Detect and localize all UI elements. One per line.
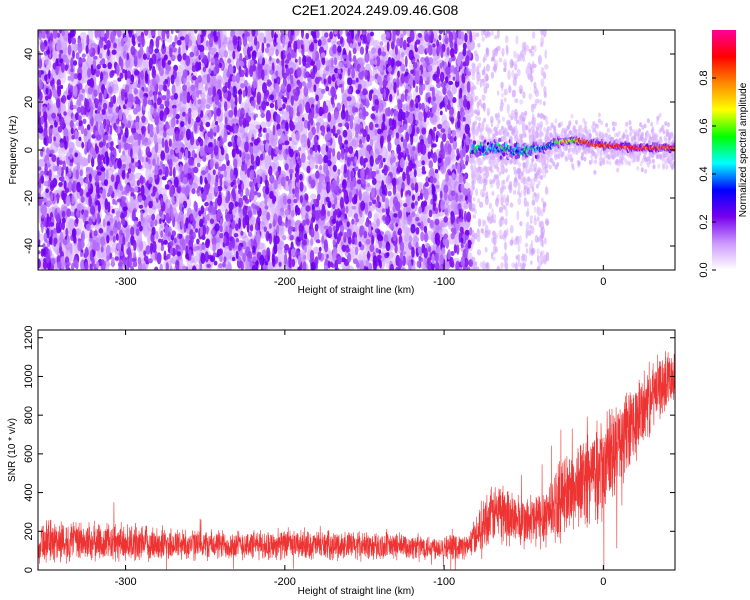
- snr-y-axis: 0 200 400 600 800 1000 1200: [23, 325, 675, 573]
- snr-x-label: Height of straight line (km): [298, 586, 415, 597]
- spectrogram-ytick-label: 40: [23, 48, 35, 60]
- snr-x-axis: -300 -200 -100 0: [115, 330, 606, 588]
- colorbar-tick-label: 0.6: [698, 118, 710, 133]
- colorbar-gradient: [712, 30, 736, 270]
- snr-ytick-label: 200: [23, 522, 35, 540]
- snr-ytick-label: 1000: [23, 364, 35, 388]
- snr-y-label: SNR (10 * v/v): [7, 418, 18, 482]
- snr-ytick-label: 600: [23, 445, 35, 463]
- spectrogram-ytick-label: 20: [23, 96, 35, 108]
- figure-title: C2E1.2024.249.09.46.G08: [292, 2, 459, 18]
- colorbar-tick-label: 0.8: [698, 70, 710, 85]
- snr-ytick-label: 400: [23, 483, 35, 501]
- colorbar-tick-label: 0.0: [698, 262, 710, 277]
- spectrogram-x-axis: -300 -200 -100 0: [115, 30, 606, 288]
- colorbar-tick-label: 0.4: [698, 166, 710, 181]
- spectrogram-y-label: Frequency (Hz): [8, 116, 19, 185]
- spectrogram-y-axis: -40 -20 0 20 40: [23, 48, 675, 254]
- spectrogram-xtick-label: -300: [115, 276, 137, 288]
- colorbar: 0.0 0.2 0.4 0.6 0.8 Normalized spectral ampl…: [698, 30, 749, 278]
- spectrogram-ytick-label: -40: [23, 238, 35, 254]
- spectrogram-ytick-label: -20: [23, 190, 35, 206]
- snr-frame: [37, 329, 676, 571]
- snr-xtick-label: -200: [274, 576, 296, 588]
- spectrogram-ytick-label: 0: [23, 147, 35, 153]
- snr-xtick-label: 0: [600, 576, 606, 588]
- spectrogram-xtick-label: -200: [274, 276, 296, 288]
- snr-ytick-label: 800: [23, 406, 35, 424]
- snr-panel: -300 -200 -100 0 0 200 400 600 800 1000 1200 Heig…: [7, 325, 676, 597]
- snr-series-line: [38, 351, 675, 570]
- colorbar-tick-label: 0.2: [698, 214, 710, 229]
- spectrogram-xtick-label: -100: [433, 276, 455, 288]
- snr-xtick-label: -100: [433, 576, 455, 588]
- snr-ytick-label: 0: [23, 567, 35, 573]
- colorbar-ticks: 0.0 0.2 0.4 0.6 0.8: [698, 70, 716, 278]
- snr-xtick-label: -300: [115, 576, 137, 588]
- spectrogram-heatmap: [38, 30, 675, 270]
- colorbar-label: Normalized spectral amplitude: [738, 82, 749, 217]
- spectrogram-x-label: Height of straight line (km): [298, 285, 415, 296]
- spectrogram-xtick-label: 0: [600, 276, 606, 288]
- snr-ytick-label: 1200: [23, 325, 35, 349]
